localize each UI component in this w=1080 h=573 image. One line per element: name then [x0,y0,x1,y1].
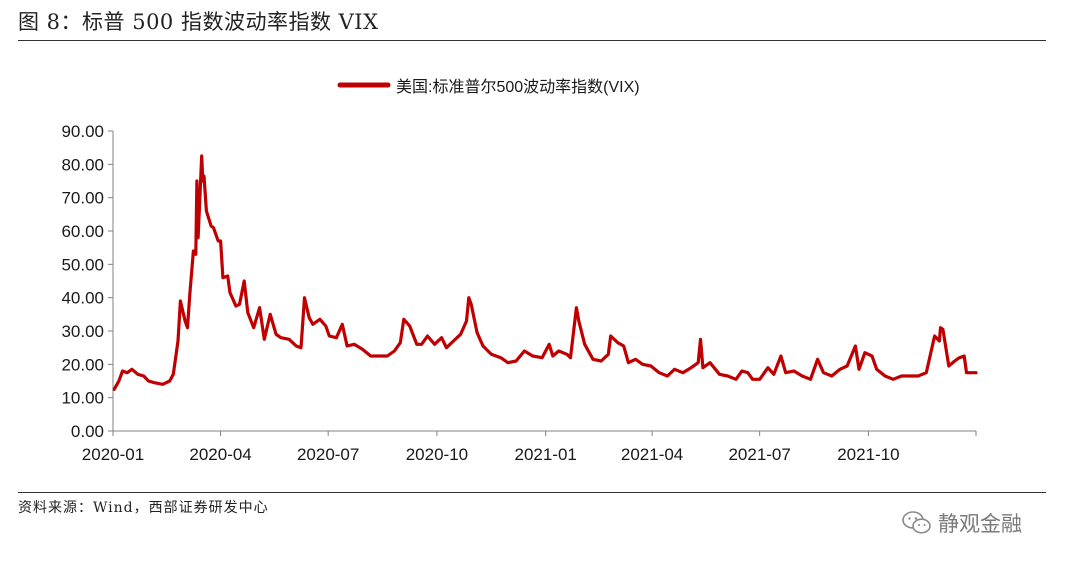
y-tick-label: 20.00 [61,355,104,374]
x-tick-label: 2021-07 [728,445,790,464]
x-tick-label: 2021-04 [621,445,683,464]
watermark-text: 静观金融 [938,512,1022,536]
figure-title: 图 8：标普 500 指数波动率指数 VIX [18,10,379,34]
y-tick-label: 10.00 [61,389,104,408]
bottom-rule [18,492,1046,493]
y-tick-label: 60.00 [61,222,104,241]
legend-label: 美国:标准普尔500波动率指数(VIX) [396,78,640,96]
chart-legend: 美国:标准普尔500波动率指数(VIX) [337,78,640,96]
x-tick-label: 2021-01 [514,445,576,464]
x-tick-label: 2020-04 [189,445,251,464]
top-rule [18,40,1046,41]
source-note: 资料来源：Wind，西部证券研发中心 [18,500,269,516]
x-tick-label: 2020-01 [82,445,144,464]
y-tick-label: 40.00 [61,289,104,308]
y-axis: 0.00 10.00 20.00 30.00 40.00 50.00 60.00 70.00 8… [61,122,114,441]
x-axis: 2020-01 2020-04 2020-07 2020-10 2021-01 2021-… [82,430,977,464]
y-tick-label: 0.00 [71,422,104,441]
y-tick-label: 90.00 [61,122,104,141]
vix-line-chart: 美国:标准普尔500波动率指数(VIX) 0.00 10.00 20.00 30.00… [61,78,978,464]
x-tick-label: 2020-10 [406,445,468,464]
y-tick-label: 80.00 [61,155,104,174]
y-tick-label: 50.00 [61,255,104,274]
watermark: 静观金融 [902,508,1022,538]
vix-series-line [112,154,978,391]
x-tick-label: 2020-07 [297,445,359,464]
wechat-icon [902,511,931,534]
y-tick-label: 30.00 [61,322,104,341]
y-tick-label: 70.00 [61,189,104,208]
x-tick-label: 2021-10 [837,445,899,464]
